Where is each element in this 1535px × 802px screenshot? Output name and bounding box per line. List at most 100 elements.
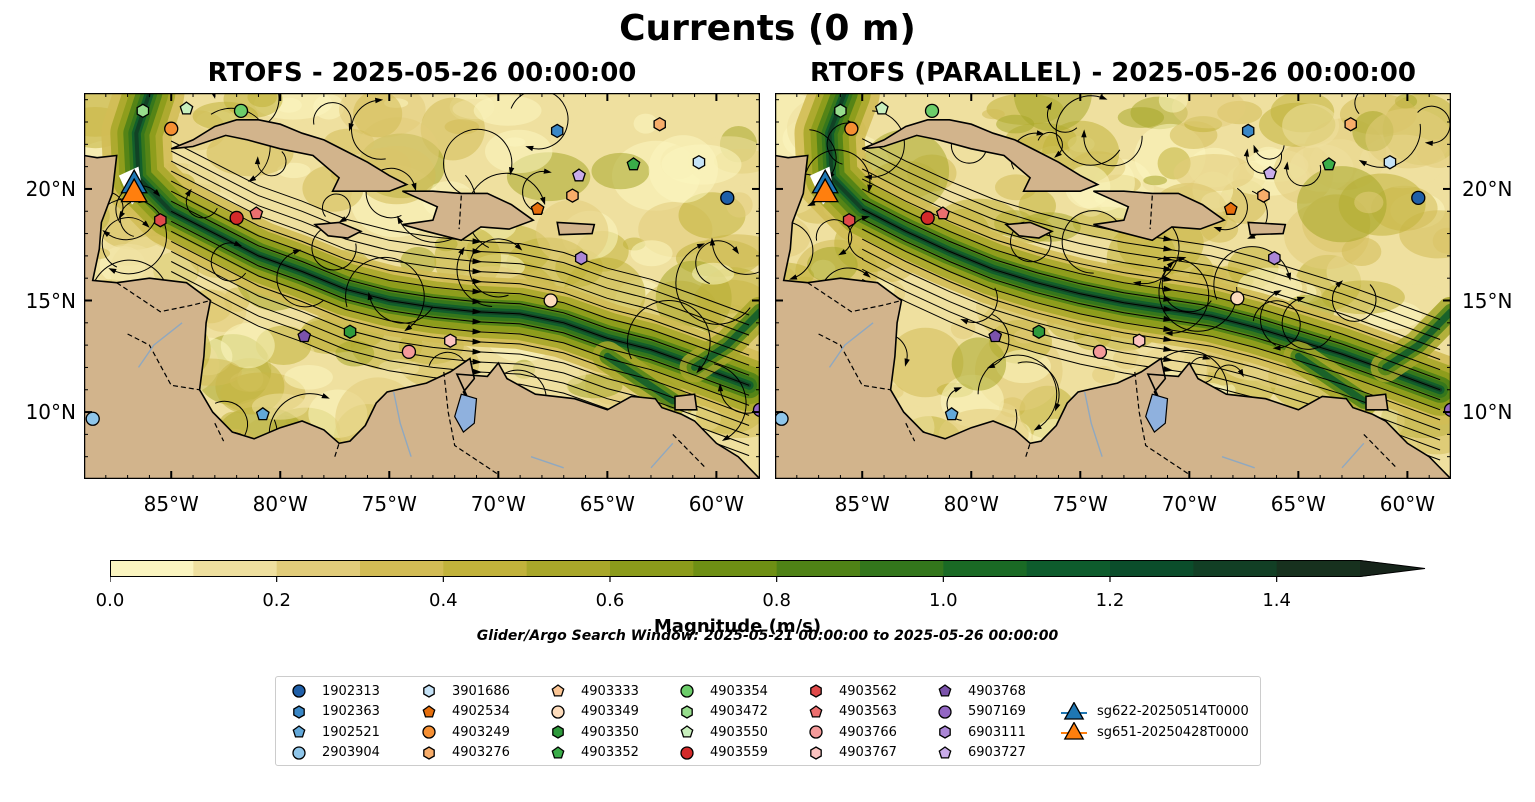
legend-label: 6903727 <box>968 745 1026 761</box>
colorbar <box>110 560 1426 582</box>
legend-marker-icon[interactable] <box>422 704 436 718</box>
map-panel-rtofs-parallel[interactable] <box>775 93 1451 479</box>
float-marker-6903727[interactable] <box>572 168 586 182</box>
glider-markers <box>811 168 839 203</box>
glider-marker-sg651-20250428T0000[interactable] <box>120 177 148 203</box>
float-marker-1902363[interactable] <box>550 123 564 139</box>
float-marker-4903767[interactable] <box>1132 333 1146 348</box>
float-marker-4903562[interactable] <box>842 212 856 228</box>
float-marker-4903349[interactable] <box>1230 291 1245 306</box>
legend-marker-icon[interactable] <box>423 684 435 699</box>
float-marker-5907169[interactable] <box>752 402 761 417</box>
float-marker-4903249[interactable] <box>844 121 859 136</box>
legend-label: 4903354 <box>710 683 768 699</box>
float-marker-4903766[interactable] <box>401 344 417 359</box>
float-marker-1902363[interactable] <box>1241 123 1255 139</box>
legend-item: 6903727 <box>930 743 1026 764</box>
legend-marker-icon[interactable] <box>292 725 306 738</box>
legend-marker-icon[interactable] <box>939 725 951 740</box>
float-marker-4903559[interactable] <box>229 210 244 226</box>
float-marker-4903352[interactable] <box>626 157 641 171</box>
float-marker-4903276[interactable] <box>1257 188 1270 203</box>
legend-label: 4902534 <box>452 704 510 720</box>
legend-marker-icon[interactable] <box>292 746 306 760</box>
legend-label: 4903550 <box>710 724 768 740</box>
legend-marker-icon[interactable] <box>292 684 306 698</box>
legend-marker-icon[interactable] <box>809 725 823 739</box>
float-marker-4903550[interactable] <box>179 101 194 115</box>
float-marker-1902313[interactable] <box>1411 190 1426 206</box>
legend-marker-icon[interactable] <box>810 684 822 699</box>
float-marker-4903550[interactable] <box>874 101 889 115</box>
colorbar-bin <box>110 560 194 577</box>
float-marker-1902521[interactable] <box>255 406 270 421</box>
legend-marker-icon[interactable] <box>680 684 694 698</box>
float-marker-4903472[interactable] <box>136 103 150 119</box>
float-marker-4903354[interactable] <box>233 103 249 118</box>
lon-tick-label: 85°W <box>143 492 199 516</box>
legend-marker-icon[interactable] <box>938 684 952 697</box>
legend-glider-icon[interactable] <box>1063 701 1085 720</box>
legend-item: 1902363 <box>284 702 380 723</box>
legend-marker-icon[interactable] <box>551 684 565 697</box>
float-marker-4903350[interactable] <box>1032 324 1046 339</box>
legend-item: 4903550 <box>672 722 768 743</box>
float-marker-4903349[interactable] <box>543 293 558 308</box>
float-marker-5907169[interactable] <box>1443 402 1452 417</box>
float-marker-4903767[interactable] <box>444 333 457 348</box>
legend: 1902313 1902363 1902521 2903904 3901686 49025… <box>275 676 1261 766</box>
float-marker-4903766[interactable] <box>1092 344 1108 359</box>
legend-marker-icon[interactable] <box>680 746 694 760</box>
float-marker-3901686[interactable] <box>692 154 706 170</box>
legend-marker-icon[interactable] <box>809 704 823 718</box>
float-marker-1902521[interactable] <box>944 406 959 421</box>
legend-marker-icon[interactable] <box>551 745 565 759</box>
float-marker-4903249[interactable] <box>164 121 179 136</box>
country-borders <box>116 195 706 475</box>
float-marker-4903276[interactable] <box>653 116 666 132</box>
float-marker-2903904[interactable] <box>85 411 100 426</box>
rivers <box>828 322 1365 469</box>
legend-marker-icon[interactable] <box>681 704 693 719</box>
float-marker-6903727[interactable] <box>1263 165 1277 180</box>
legend-marker-icon[interactable] <box>938 745 952 759</box>
float-marker-4903352[interactable] <box>1321 157 1336 171</box>
float-marker-4903472[interactable] <box>834 103 847 119</box>
legend-marker-icon[interactable] <box>423 745 435 760</box>
legend-marker-icon[interactable] <box>552 725 564 740</box>
legend-marker-icon[interactable] <box>293 704 305 719</box>
legend-marker-icon[interactable] <box>680 725 694 738</box>
map-panel-rtofs[interactable] <box>84 93 760 479</box>
legend-glider-icon[interactable] <box>1063 722 1085 740</box>
float-marker-6903111[interactable] <box>1268 250 1281 266</box>
float-marker-4903768[interactable] <box>988 328 1003 343</box>
legend-label: 4903563 <box>839 704 897 720</box>
legend-label: sg622-20250514T0000 <box>1097 704 1249 720</box>
float-marker-1902313[interactable] <box>720 190 735 206</box>
legend-marker-icon[interactable] <box>938 705 952 719</box>
pentagon-marker-icon <box>938 745 952 759</box>
legend-item: 1902521 <box>284 722 380 743</box>
lat-tick-label: 20°N <box>1462 176 1513 201</box>
float-marker-4903276[interactable] <box>1344 116 1357 132</box>
float-marker-4903354[interactable] <box>924 103 940 118</box>
float-marker-2903904[interactable] <box>775 411 789 426</box>
float-marker-4903559[interactable] <box>920 210 935 226</box>
float-marker-4903562[interactable] <box>154 212 167 228</box>
float-marker-4902534[interactable] <box>530 201 545 215</box>
legend-marker-icon[interactable] <box>810 745 822 760</box>
landmass-trinidad <box>674 393 698 411</box>
float-marker-4903276[interactable] <box>566 188 579 203</box>
float-marker-6903111[interactable] <box>574 250 588 266</box>
float-marker-4903563[interactable] <box>249 206 264 220</box>
glider-marker-sg651-20250428T0000[interactable] <box>811 177 839 203</box>
colorbar-label: Magnitude (m/s) <box>653 616 822 637</box>
float-marker-4902534[interactable] <box>1223 201 1238 215</box>
float-marker-3901686[interactable] <box>1383 154 1397 170</box>
legend-marker-icon[interactable] <box>422 725 436 739</box>
float-marker-4903350[interactable] <box>343 324 357 339</box>
legend-label: 4903276 <box>452 745 510 761</box>
float-marker-4903563[interactable] <box>935 206 950 220</box>
legend-marker-icon[interactable] <box>551 705 565 719</box>
float-marker-4903768[interactable] <box>297 328 312 343</box>
